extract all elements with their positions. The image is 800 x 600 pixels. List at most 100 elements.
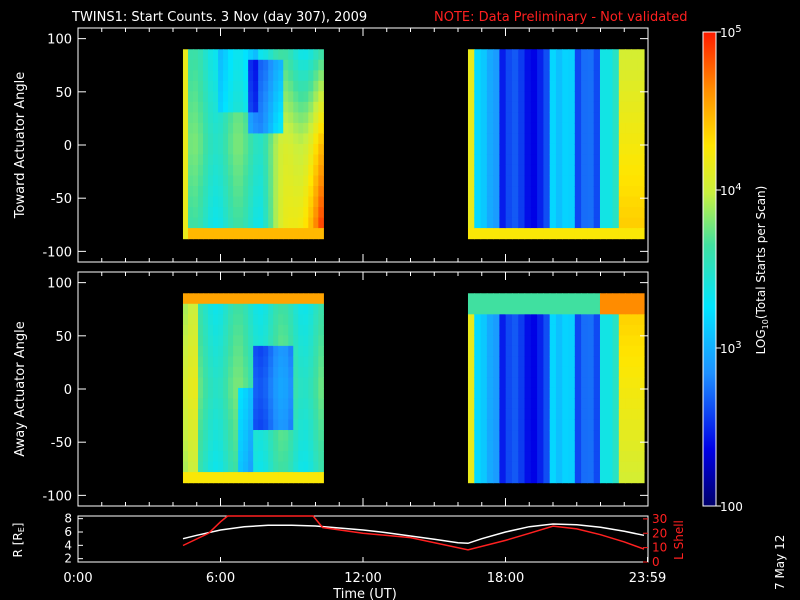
away-cell: [499, 461, 507, 473]
toward-cell: [293, 133, 299, 145]
away-cell: [288, 440, 294, 452]
toward-cell: [480, 80, 488, 92]
toward-cell: [187, 228, 194, 240]
away-cell: [263, 440, 269, 452]
away-cell: [625, 377, 632, 389]
toward-cell: [511, 228, 519, 240]
away-cell: [518, 430, 526, 442]
away-cell: [537, 345, 544, 357]
toward-cell: [474, 207, 482, 219]
away-cell: [208, 408, 214, 421]
away-cell: [278, 408, 284, 421]
away-cell: [493, 345, 501, 357]
toward-cell: [258, 186, 264, 198]
away-cell: [283, 314, 289, 326]
away-cell: [637, 345, 645, 357]
toward-cell: [599, 186, 607, 198]
away-cell: [574, 366, 582, 379]
toward-cell: [203, 143, 209, 156]
toward-cell: [555, 133, 563, 145]
away-cell: [268, 377, 274, 389]
away-cell: [467, 472, 475, 484]
toward-cell: [505, 164, 513, 177]
toward-cell: [587, 217, 595, 229]
away-cell: [537, 335, 544, 347]
away-cell: [283, 472, 289, 484]
away-cell: [223, 451, 229, 463]
toward-cell: [574, 143, 582, 156]
away-cell: [493, 377, 501, 389]
away-cell: [208, 440, 214, 452]
ytick-label: 100: [47, 277, 72, 292]
toward-cell: [193, 196, 199, 208]
away-cell: [543, 451, 551, 463]
toward-cell: [568, 122, 576, 135]
toward-cell: [637, 70, 645, 82]
ytick-label: -100: [42, 489, 72, 504]
toward-cell: [549, 143, 557, 156]
away-cell: [612, 451, 620, 463]
toward-cell: [278, 70, 284, 82]
toward-cell: [208, 196, 214, 208]
away-cell: [511, 408, 519, 421]
toward-cell: [308, 91, 314, 103]
ylabel-toward: Toward Actuator Angle: [13, 72, 28, 219]
away-cell: [511, 451, 519, 463]
away-cell: [228, 419, 234, 431]
toward-cell: [486, 122, 494, 135]
toward-cell: [193, 101, 199, 113]
away-cell: [308, 377, 314, 389]
away-cell: [568, 472, 576, 484]
toward-cell: [248, 175, 254, 187]
toward-cell: [263, 164, 269, 177]
away-cell: [499, 440, 507, 452]
toward-cell: [253, 175, 259, 187]
away-cell: [258, 472, 264, 484]
toward-cell: [543, 186, 551, 198]
toward-cell: [493, 143, 501, 156]
away-cell: [313, 314, 319, 326]
toward-cell: [530, 59, 538, 71]
away-cell: [537, 430, 544, 442]
toward-cell: [303, 228, 309, 240]
toward-cell: [480, 122, 488, 135]
toward-cell: [505, 186, 513, 198]
away-cell: [474, 345, 482, 357]
away-cell: [518, 440, 526, 452]
toward-cell: [208, 112, 214, 124]
away-cell: [530, 408, 538, 421]
away-cell: [612, 387, 620, 400]
toward-cell: [618, 154, 626, 166]
toward-cell: [228, 175, 234, 187]
toward-cell: [486, 186, 494, 198]
away-cell: [228, 398, 234, 410]
toward-cell: [618, 59, 626, 71]
toward-cell: [213, 70, 219, 82]
away-cell: [530, 303, 538, 315]
away-cell: [288, 345, 294, 357]
away-cell: [303, 461, 309, 473]
away-cell: [263, 366, 269, 379]
away-cell: [318, 461, 324, 473]
away-cell: [524, 335, 532, 347]
away-cell: [268, 293, 274, 305]
toward-cell: [182, 122, 189, 135]
toward-cell: [187, 196, 194, 208]
toward-cell: [486, 228, 494, 240]
away-cell: [587, 398, 595, 410]
away-cell: [208, 398, 214, 410]
toward-cell: [278, 112, 284, 124]
toward-cell: [593, 101, 601, 113]
away-cell: [543, 303, 551, 315]
away-cell: [530, 356, 538, 368]
away-cell: [193, 345, 199, 357]
away-cell: [278, 451, 284, 463]
away-cell: [268, 408, 274, 421]
away-cell: [599, 345, 607, 357]
toward-cell: [606, 133, 614, 145]
away-cell: [313, 440, 319, 452]
away-cell: [263, 314, 269, 326]
toward-cell: [549, 70, 557, 82]
away-cell: [243, 472, 249, 484]
